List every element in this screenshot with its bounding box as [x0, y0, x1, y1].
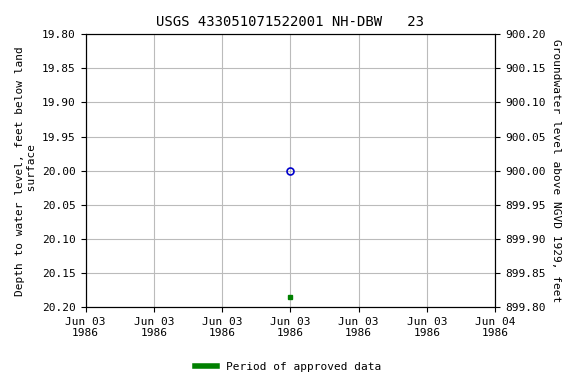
- Legend: Period of approved data: Period of approved data: [191, 358, 385, 377]
- Title: USGS 433051071522001 NH-DBW   23: USGS 433051071522001 NH-DBW 23: [157, 15, 425, 29]
- Y-axis label: Groundwater level above NGVD 1929, feet: Groundwater level above NGVD 1929, feet: [551, 39, 561, 302]
- Y-axis label: Depth to water level, feet below land
 surface: Depth to water level, feet below land su…: [15, 46, 37, 296]
